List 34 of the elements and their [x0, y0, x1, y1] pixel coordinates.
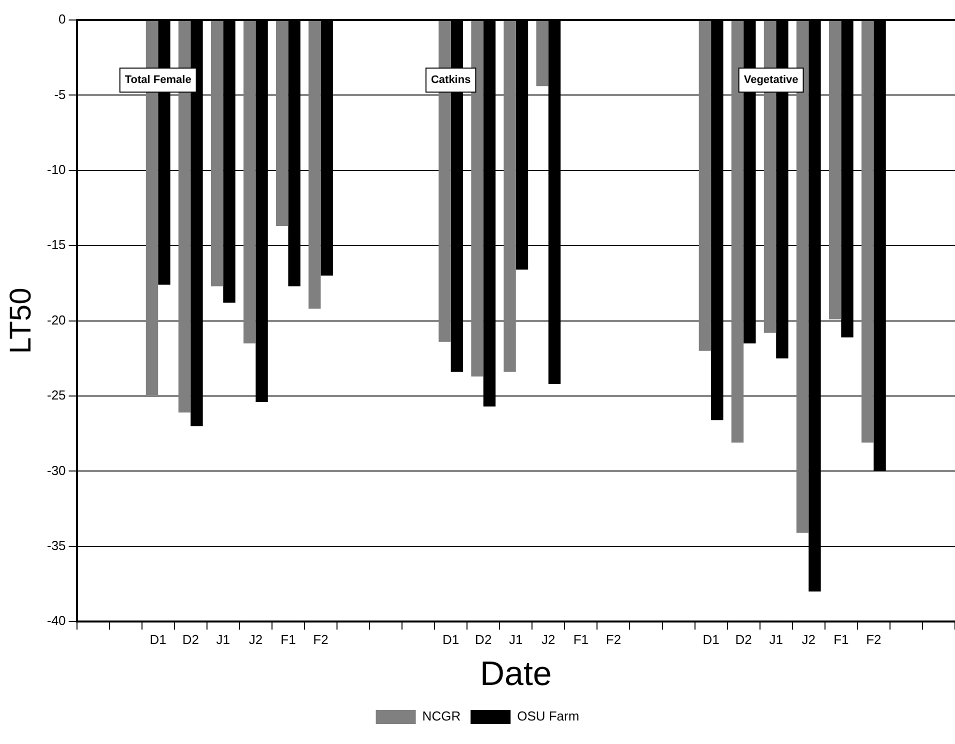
x-tick-label: J2: [542, 632, 556, 647]
x-tick-label: J2: [802, 632, 816, 647]
x-tick-label: D2: [182, 632, 199, 647]
x-tick-label: J1: [509, 632, 523, 647]
y-tick-label: -35: [46, 538, 66, 553]
y-tick-label: -5: [54, 86, 66, 102]
annotation: Vegetative: [744, 74, 798, 86]
y-axis-title: LT50: [4, 288, 38, 354]
annotation: Total Female: [124, 74, 192, 86]
y-tick-label: 0: [58, 12, 66, 27]
y-tick-label: -15: [46, 237, 66, 252]
x-tick-label: F2: [606, 632, 622, 647]
x-tick-label: F2: [866, 632, 882, 647]
x-tick-label: D1: [702, 632, 720, 647]
x-tick-label: F1: [280, 632, 296, 647]
x-tick-label: D2: [475, 632, 492, 647]
y-tick-label: -40: [46, 613, 66, 628]
x-tick-label: J1: [769, 632, 783, 647]
legend-label: NCGR: [422, 708, 461, 724]
legend-label: OSU Farm: [517, 708, 580, 724]
x-tick-label: D1: [442, 632, 460, 647]
x-tick-label: J2: [248, 632, 263, 647]
y-tick-label: -20: [46, 312, 66, 328]
annotation: Catkins: [430, 74, 471, 86]
y-tick-label: -30: [46, 462, 66, 478]
x-tick-label: F1: [573, 632, 589, 647]
x-tick-label: F2: [313, 632, 328, 647]
x-axis-title: Date: [480, 654, 552, 693]
y-tick-label: -10: [46, 162, 66, 177]
x-tick-label: D2: [735, 632, 752, 647]
x-tick-label: J1: [216, 632, 230, 647]
x-tick-label: F1: [834, 632, 849, 647]
x-tick-label: D1: [150, 632, 166, 647]
y-tick-label: -25: [46, 388, 66, 403]
